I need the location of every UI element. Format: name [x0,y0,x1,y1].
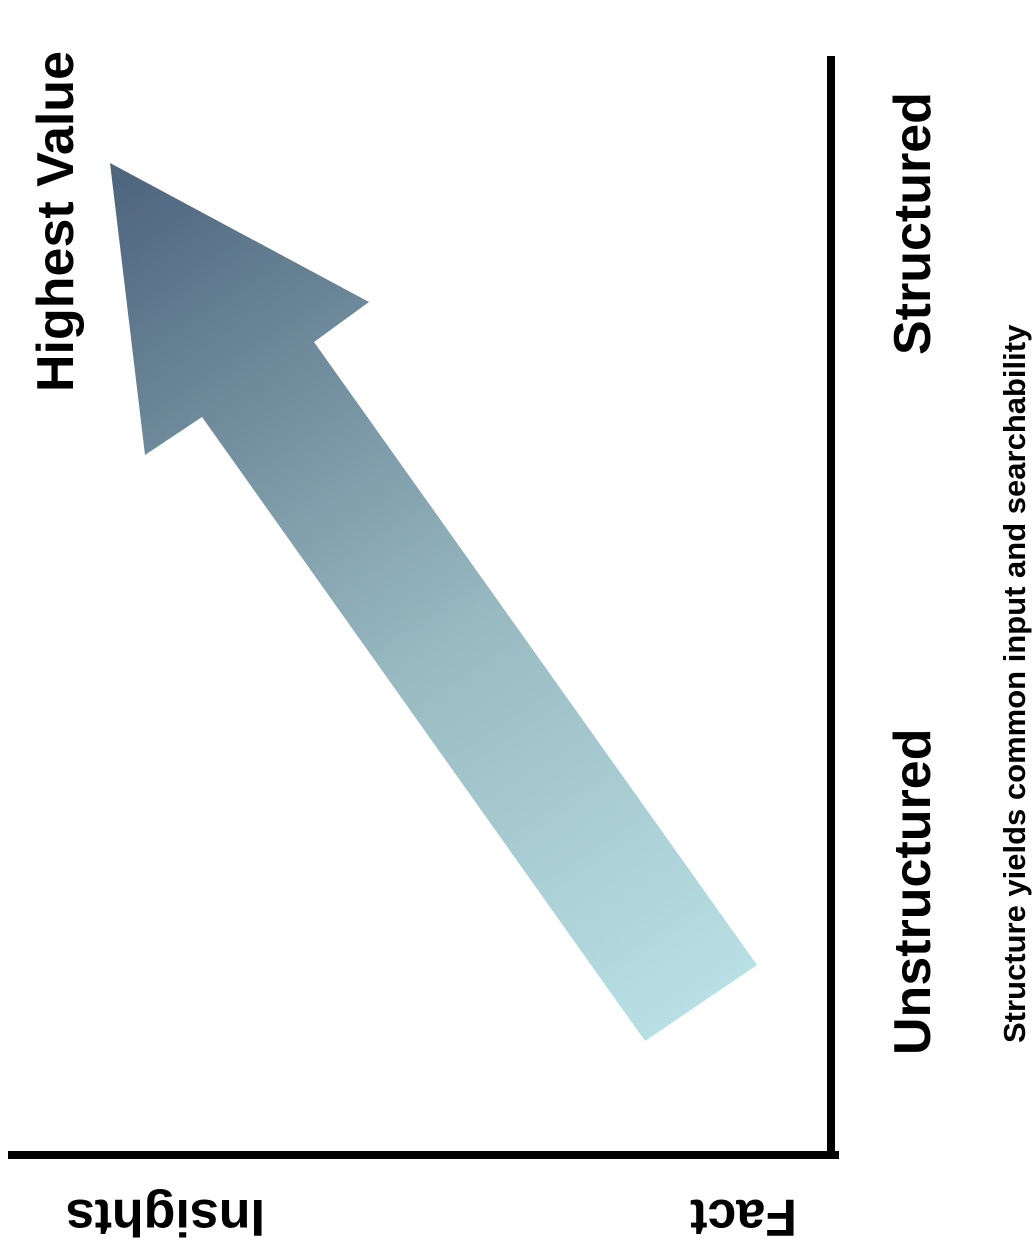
highest-value-label: Highest Value [27,51,85,392]
value-arrow [110,163,757,1041]
insights-label: Insights [66,1188,265,1246]
unstructured-label: Unstructured [884,729,942,1055]
fact-label: Fact [690,1188,797,1246]
caption-label: Structure yields common input and search… [997,324,1032,1043]
structured-label: Structured [884,92,942,355]
